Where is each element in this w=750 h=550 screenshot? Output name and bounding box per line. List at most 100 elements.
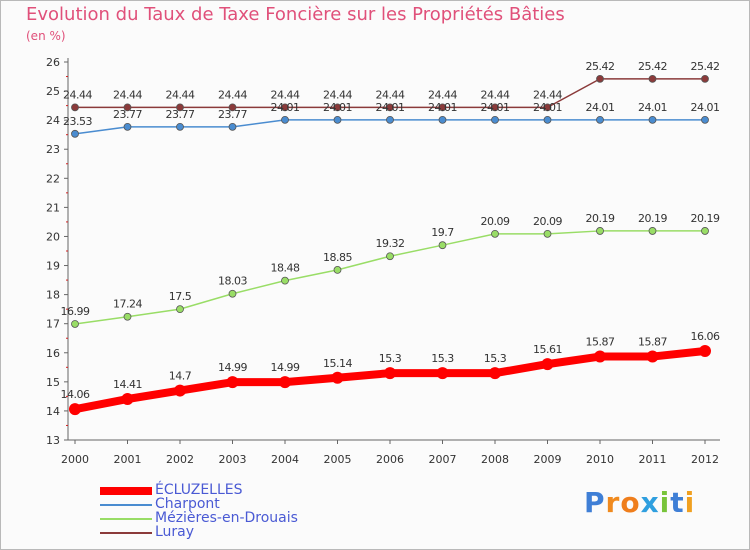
data-point [646,350,659,363]
data-label: 24.44 [533,88,562,101]
data-label: 20.19 [586,212,615,225]
legend-swatch [100,487,152,495]
data-point [386,103,394,112]
data-point [438,115,447,124]
y-tick-label: 23 [46,143,60,156]
x-tick-label: 2009 [534,453,562,466]
data-label: 19.32 [376,237,405,250]
data-point [331,371,344,384]
y-tick-label: 26 [46,56,60,69]
data-point [333,115,342,124]
data-point [438,103,447,112]
data-point [543,115,552,124]
legend-swatch [100,518,152,520]
data-label: 14.41 [113,378,142,391]
data-label: 25.42 [691,60,720,73]
data-label: 18.48 [271,262,300,275]
x-tick-label: 2004 [271,453,299,466]
data-label: 24.01 [481,101,510,114]
x-tick-label: 2001 [114,453,142,466]
data-label: 15.3 [379,352,402,365]
data-label: 24.44 [481,88,510,101]
logo-letter: i [684,486,696,519]
data-point [596,74,604,83]
data-point [176,103,184,112]
data-label: 24.44 [428,88,457,101]
data-label: 25.42 [586,60,615,73]
data-label: 17.24 [113,298,142,311]
data-point [123,122,132,131]
data-label: 23.53 [63,115,92,128]
data-point [543,229,552,238]
data-label: 24.01 [533,101,562,114]
data-label: 24.44 [323,88,352,101]
data-point [281,103,289,112]
logo-letter: o [620,486,641,519]
data-label: 14.99 [218,361,247,374]
data-label: 24.44 [166,88,195,101]
x-tick-label: 2000 [61,453,89,466]
legend-swatch [100,504,152,506]
data-label: 15.61 [533,343,562,356]
data-label: 24.44 [218,88,247,101]
data-point [174,384,186,397]
data-point [333,265,342,274]
data-label: 14.7 [169,370,192,383]
data-label: 24.01 [428,101,457,114]
data-label: 24.01 [586,101,615,114]
y-tick-label: 14 [46,405,60,418]
data-point [386,115,394,124]
data-point [281,276,289,285]
data-label: 15.87 [638,336,667,349]
data-label: 24.44 [113,88,142,101]
x-tick-label: 2003 [219,453,247,466]
data-point [543,103,552,112]
data-point [594,350,606,363]
legend-swatch [100,532,152,534]
data-label: 19.7 [431,226,454,239]
y-tick-label: 24 [46,114,60,127]
data-point [71,129,79,138]
x-tick-label: 2005 [324,453,352,466]
data-point [281,115,289,124]
legend-label: Charpont [155,496,220,512]
logo-letter: i [659,486,671,519]
data-label: 24.01 [376,101,405,114]
data-label: 24.44 [376,88,405,101]
data-point [228,122,237,131]
data-label: 20.19 [638,212,667,225]
data-point [176,305,184,314]
y-tick-label: 16 [46,347,60,360]
x-tick-label: 2008 [481,453,509,466]
data-point [436,367,449,380]
data-point [386,252,394,261]
data-point [176,122,184,131]
data-label: 18.85 [323,251,352,264]
data-label: 24.44 [271,88,300,101]
y-tick-label: 18 [46,289,60,302]
data-label: 14.99 [271,361,300,374]
data-label: 15.3 [484,352,507,365]
data-point [491,103,499,112]
x-tick-label: 2002 [166,453,194,466]
data-point [648,74,657,83]
data-point [648,227,657,235]
y-tick-label: 21 [46,201,60,214]
data-point [279,376,291,389]
data-point [489,367,501,380]
data-point [228,103,237,112]
data-label: 23.77 [166,108,195,121]
data-label: 23.77 [218,108,247,121]
logo-letter: r [605,486,621,519]
legend-label: Mézières-en-Drouais [155,510,298,526]
data-label: 24.01 [323,101,352,114]
proxiti-logo: Proxiti [584,486,695,519]
data-label: 18.03 [218,275,247,288]
data-label: 20.09 [481,215,510,228]
data-point [701,115,709,124]
x-tick-label: 2007 [429,453,457,466]
data-point [123,312,132,321]
data-label: 24.01 [271,101,300,114]
y-tick-label: 20 [46,230,60,243]
